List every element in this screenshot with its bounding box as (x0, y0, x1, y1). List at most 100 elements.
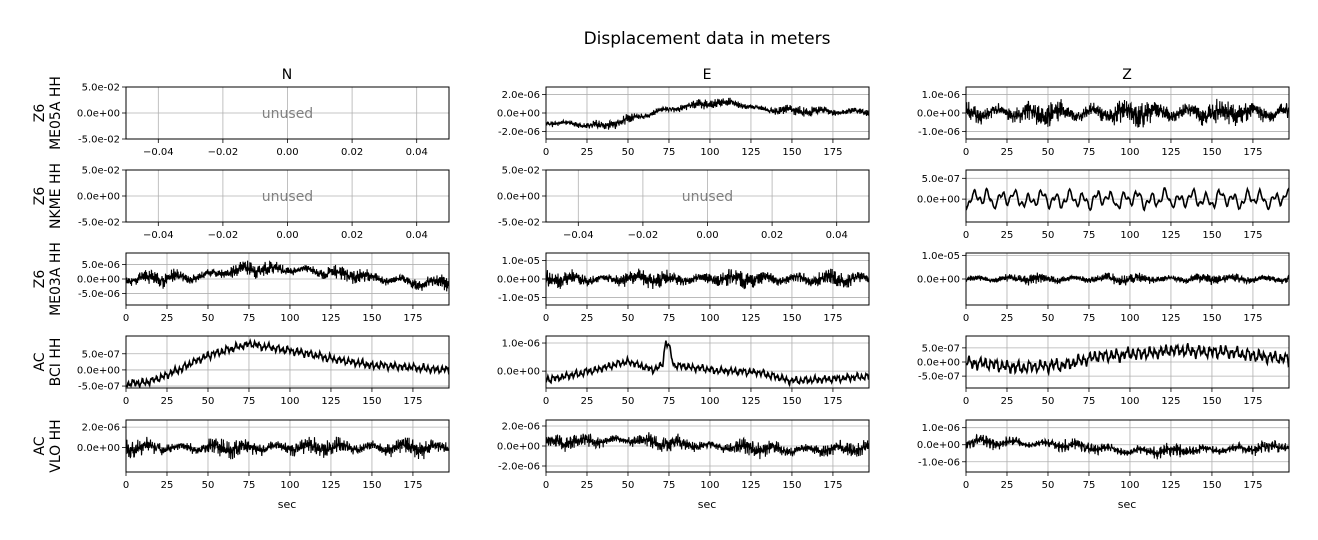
y-tick-label: 0.0e+00 (77, 192, 120, 203)
row-station: ME03A HH (48, 242, 64, 316)
x-tick-label: 50 (622, 396, 635, 407)
x-tick-label: 0.00 (276, 147, 298, 158)
x-tick-label: 75 (1083, 480, 1096, 491)
x-tick-label: 100 (1120, 230, 1139, 241)
trace-line (546, 268, 869, 290)
x-tick-label: 25 (581, 147, 594, 158)
panel-2-z: 0 25 50 75 100 125 150 175 1.0e-05 0.0e+00 (917, 251, 1290, 324)
trace-line (546, 97, 869, 130)
x-tick-label: 75 (663, 396, 676, 407)
panel-1-z: 0 25 50 75 100 125 150 175 5.0e-07 0.0e+00 (917, 169, 1290, 241)
x-tick-label: 75 (1083, 396, 1096, 407)
x-tick-label: 125 (741, 313, 760, 324)
y-tick-label: -2.0e-06 (498, 462, 540, 473)
row-network: Z6 (32, 187, 48, 206)
x-axis-label-z: sec (1118, 498, 1137, 511)
y-tick-label: -5.0e-06 (78, 289, 120, 300)
y-tick-label: 0.0e+00 (917, 358, 960, 369)
row-network: AC (32, 352, 48, 371)
trace-line (546, 340, 869, 388)
x-tick-label: 150 (362, 480, 381, 491)
y-tick-label: 5.0e-02 (502, 166, 540, 177)
x-tick-label: 0 (123, 313, 129, 324)
x-tick-label: 50 (622, 147, 635, 158)
y-tick-label: 2.0e-06 (502, 90, 540, 101)
x-tick-label: 0 (543, 147, 549, 158)
y-tick-label: 0.0e+00 (497, 109, 540, 120)
y-tick-label: 0.0e+00 (77, 365, 120, 376)
x-tick-label: −0.02 (628, 230, 659, 241)
y-tick-label: -5.0e-07 (78, 382, 120, 393)
panel-4-e: 0 25 50 75 100 125 150 175 2.0e-06 0.0e+00 -2.0e-0… (497, 419, 870, 491)
y-tick-label: 5.0e-07 (922, 174, 960, 185)
x-tick-label: 175 (1243, 396, 1262, 407)
x-tick-label: 125 (1161, 396, 1180, 407)
x-tick-label: 50 (202, 480, 215, 491)
x-tick-label: 75 (663, 480, 676, 491)
x-tick-label: 50 (1042, 313, 1055, 324)
column-title-n: N (282, 67, 292, 83)
y-tick-label: 2.0e-06 (82, 423, 120, 434)
trace-line (546, 432, 869, 460)
x-tick-label: 50 (1042, 230, 1055, 241)
x-tick-label: 0 (963, 147, 969, 158)
x-tick-label: 75 (1083, 313, 1096, 324)
y-tick-label: -1.0e-05 (498, 293, 540, 304)
x-tick-label: 25 (1001, 147, 1014, 158)
x-tick-label: 25 (1001, 480, 1014, 491)
x-tick-label: 125 (1161, 230, 1180, 241)
x-tick-label: 150 (782, 396, 801, 407)
x-tick-label: 175 (823, 396, 842, 407)
trace-line (966, 342, 1289, 377)
x-tick-label: 100 (1120, 147, 1139, 158)
x-tick-label: 75 (663, 313, 676, 324)
panels: unused −0.04 −0.02 0.00 0.02 0.04 5.0e-02 0.0e+… (77, 83, 1290, 491)
x-tick-label: 0.04 (826, 230, 848, 241)
x-tick-label: 0.04 (406, 147, 428, 158)
x-tick-label: 100 (700, 480, 719, 491)
x-tick-label: 75 (663, 147, 676, 158)
y-tick-label: -5.0e-07 (918, 372, 960, 383)
trace-line (126, 436, 449, 460)
x-tick-label: 100 (280, 480, 299, 491)
x-tick-label: 150 (1202, 313, 1221, 324)
x-tick-label: 0.00 (276, 230, 298, 241)
panel-2-e: 0 25 50 75 100 125 150 175 1.0e-05 0.0e+00 -1.0e-0… (497, 252, 870, 324)
row-network: Z6 (32, 270, 48, 289)
x-tick-label: 0.02 (761, 230, 783, 241)
row-station: VLO HH (48, 419, 64, 472)
y-tick-label: 5.0e-07 (82, 349, 120, 360)
y-tick-label: 5.0e-07 (922, 343, 960, 354)
x-tick-label: 150 (1202, 396, 1221, 407)
x-tick-label: 100 (700, 313, 719, 324)
y-tick-label: 0.0e+00 (77, 275, 120, 286)
x-tick-label: 25 (161, 396, 174, 407)
x-tick-label: 175 (403, 396, 422, 407)
panel-2-n: 0 25 50 75 100 125 150 175 5.0e-06 0.0e+00 -5.0e-0… (77, 252, 450, 324)
row-label-2: Z6 ME03A HH (32, 242, 64, 316)
figure-title: Displacement data in meters (584, 29, 831, 49)
panel-1-n: unused −0.04 −0.02 0.00 0.02 0.04 5.0e-02 0.0e+… (77, 166, 450, 241)
y-tick-label: -5.0e-02 (498, 218, 540, 229)
unused-label: unused (262, 189, 313, 205)
x-tick-label: 125 (321, 313, 340, 324)
y-tick-label: 1.0e-06 (922, 423, 960, 434)
y-tick-label: -1.0e-06 (918, 127, 960, 138)
x-tick-label: −0.02 (208, 230, 239, 241)
x-tick-label: 0 (123, 396, 129, 407)
panel-0-z: 0 25 50 75 100 125 150 175 1.0e-06 0.0e+00 -1.0e-0… (917, 86, 1290, 158)
x-tick-label: 125 (1161, 147, 1180, 158)
x-tick-label: 150 (1202, 147, 1221, 158)
trace-line (966, 98, 1289, 128)
x-tick-label: 150 (1202, 230, 1221, 241)
y-tick-label: 0.0e+00 (917, 275, 960, 286)
axes-frame (125, 335, 450, 389)
x-tick-label: 0 (963, 230, 969, 241)
x-tick-label: 50 (202, 313, 215, 324)
x-tick-label: 175 (823, 147, 842, 158)
trace-line (966, 433, 1289, 460)
x-tick-label: 75 (243, 396, 256, 407)
x-tick-label: 175 (403, 480, 422, 491)
row-network: AC (32, 436, 48, 455)
